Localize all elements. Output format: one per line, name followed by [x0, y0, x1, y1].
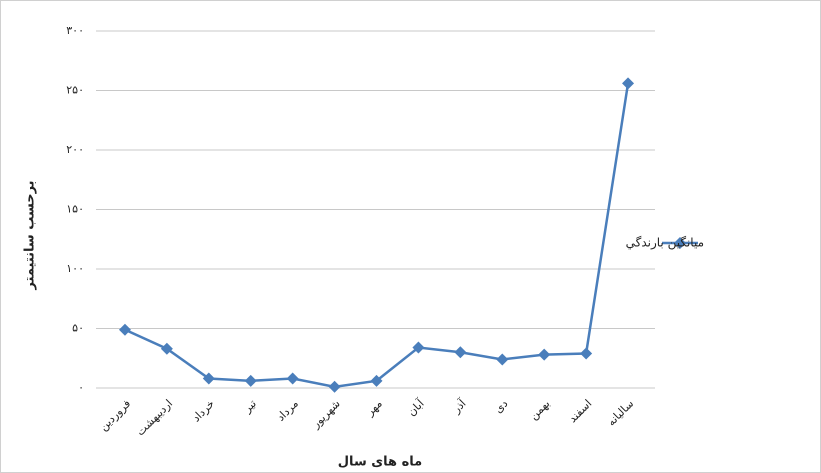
marker [160, 342, 173, 355]
marker [370, 374, 383, 387]
marker [118, 323, 131, 336]
marker [538, 348, 551, 361]
marker [328, 380, 341, 393]
marker [496, 353, 509, 366]
y-tick-label: ۲۵۰ [66, 84, 84, 97]
legend-marker [674, 237, 686, 249]
marker [202, 372, 215, 385]
marker [580, 347, 593, 360]
marker [622, 77, 635, 90]
y-tick-label: ۰ [78, 381, 84, 394]
y-tick-label: ۱۵۰ [66, 203, 84, 216]
marker [244, 374, 257, 387]
y-tick-label: ۱۰۰ [66, 262, 84, 275]
y-tick-label: ۳۰۰ [66, 24, 84, 37]
y-tick-label: ۵۰ [72, 322, 84, 335]
x-axis-title: ماه های سال [338, 455, 422, 470]
marker [412, 341, 425, 354]
y-tick-label: ۲۰۰ [66, 143, 84, 156]
marker [286, 372, 299, 385]
y-axis-title: برحسب سانتیمتر [23, 180, 38, 290]
legend-label: ميانگين بارندگي [626, 236, 704, 251]
marker [454, 346, 467, 359]
